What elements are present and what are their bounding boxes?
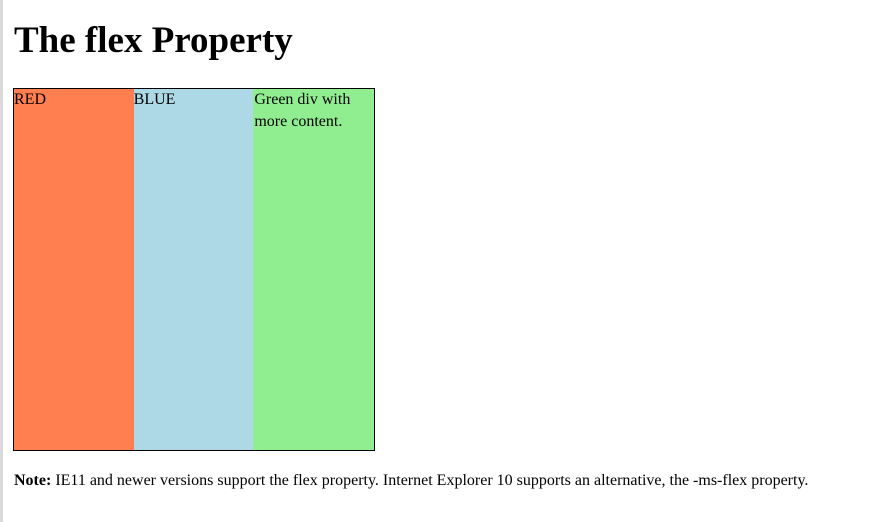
flex-item-blue: BLUE xyxy=(133,89,254,450)
flex-container: RED BLUE Green div with more content. xyxy=(13,88,375,451)
flex-item-green: Green div with more content. xyxy=(253,89,375,450)
note-text: IE11 and newer versions support the flex… xyxy=(51,472,809,489)
window-left-edge xyxy=(0,0,3,522)
page-title: The flex Property xyxy=(14,20,293,61)
note-paragraph: Note: IE11 and newer versions support th… xyxy=(14,470,866,492)
note-label: Note: xyxy=(14,472,52,489)
flex-item-red: RED xyxy=(14,89,134,450)
